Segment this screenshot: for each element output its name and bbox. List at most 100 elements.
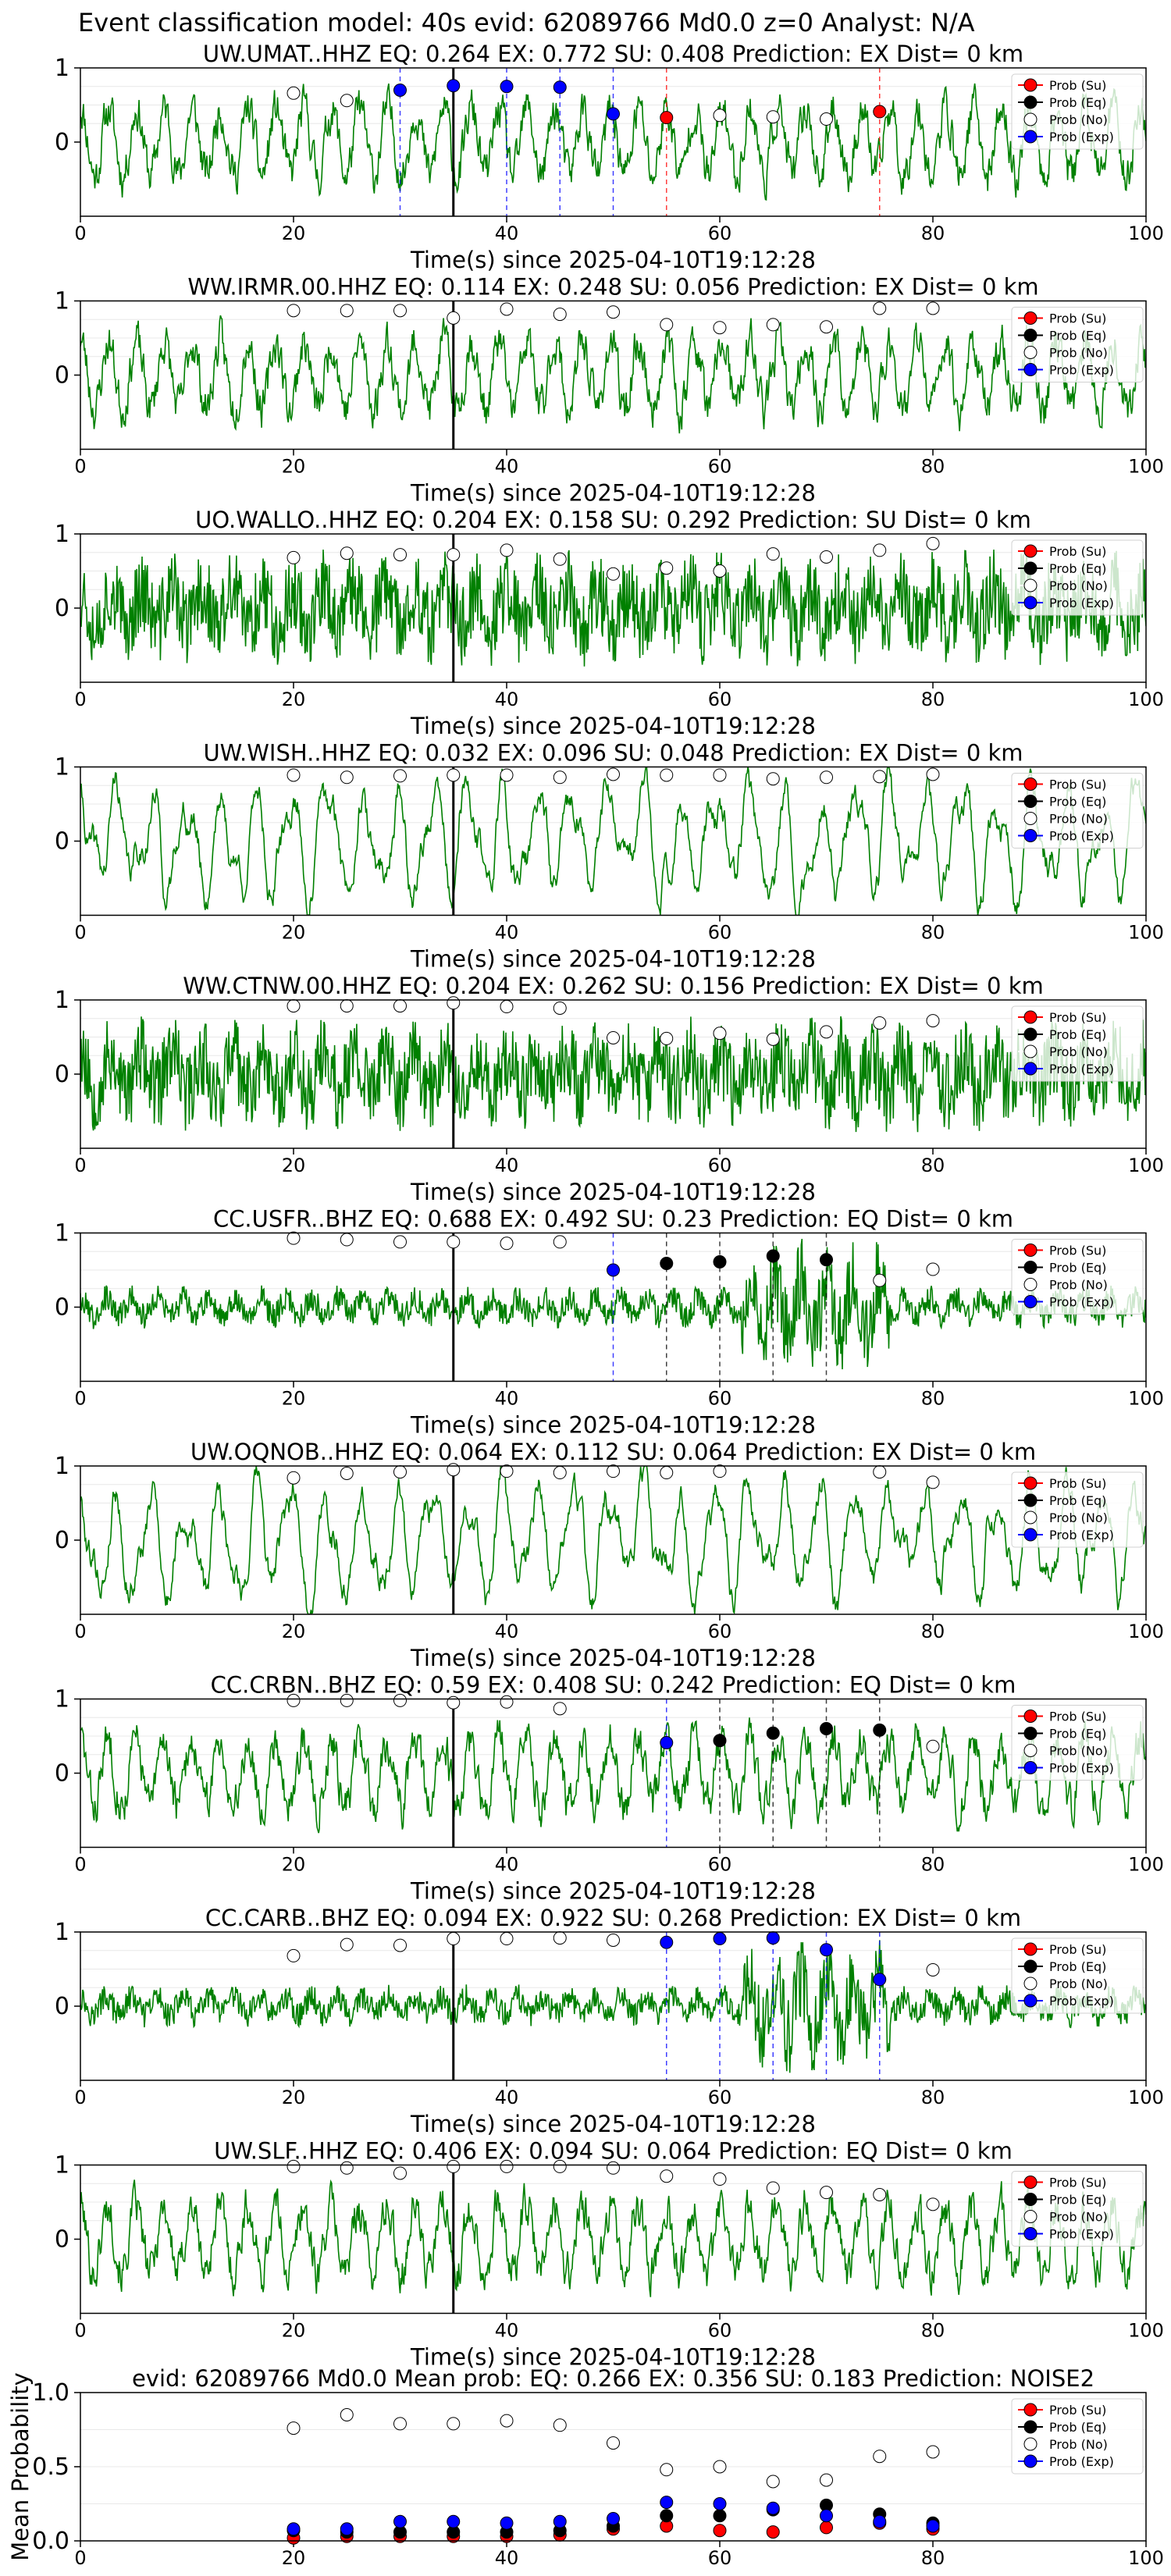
- x-tick-label: 100: [1128, 922, 1164, 944]
- prob-point-no: [500, 768, 514, 782]
- legend-marker-exp: [1023, 2227, 1038, 2240]
- x-axis-label: Time(s) since 2025-04-10T19:12:28: [410, 1412, 816, 1439]
- legend: Prob (Su) Prob (Eq) Prob (No) Prob (Exp): [1011, 2398, 1144, 2475]
- x-tick-label: 40: [495, 2547, 519, 2569]
- legend-label-no: Prob (No): [1049, 112, 1108, 127]
- prob-point-no: [873, 1016, 887, 1030]
- y-tick-label: 1: [55, 987, 69, 1014]
- prob-point-no: [553, 1235, 567, 1249]
- prob-point-no: [713, 1026, 727, 1041]
- legend-marker-no: [1023, 1744, 1038, 1757]
- legend-label-eq: Prob (Eq): [1049, 1727, 1106, 1742]
- prob-point-exp: [873, 1973, 887, 1987]
- x-tick-label: 80: [921, 922, 945, 944]
- mean-point-exp: [607, 2512, 620, 2525]
- prob-point-no: [287, 2159, 301, 2173]
- prob-point-eq: [820, 1722, 833, 1735]
- legend-label-su: Prob (Su): [1049, 777, 1106, 792]
- y-tick-label: 1: [55, 1686, 69, 1713]
- legend-label-su: Prob (Su): [1049, 1010, 1106, 1025]
- x-tick-label: 60: [708, 922, 732, 944]
- x-tick-label: 80: [921, 688, 945, 710]
- prob-point-no: [287, 1231, 301, 1245]
- legend-label-no: Prob (No): [1049, 812, 1108, 827]
- mean-point-eq: [660, 2509, 674, 2523]
- x-tick-label: 100: [1128, 688, 1164, 710]
- station-panel: UW.SLF..HHZ EQ: 0.406 EX: 0.094 SU: 0.06…: [55, 2138, 1164, 2371]
- prob-point-no: [340, 94, 354, 108]
- prob-point-eq: [713, 1734, 727, 1748]
- legend-label-no: Prob (No): [1049, 578, 1108, 593]
- legend-marker-eq: [1023, 1027, 1038, 1041]
- prob-point-no: [287, 304, 301, 318]
- x-tick-label: 40: [495, 1621, 519, 1642]
- legend-marker-no: [1023, 1976, 1038, 1991]
- legend-marker-su: [1023, 777, 1038, 791]
- legend-label-su: Prob (Su): [1049, 544, 1106, 559]
- prob-point-no: [660, 2169, 674, 2183]
- waveform-trace: [80, 1016, 1146, 1133]
- x-tick-label: 40: [495, 1155, 519, 1176]
- legend: Prob (Su) Prob (Eq) Prob (No) Prob (Exp): [1011, 2171, 1144, 2247]
- prob-point-no: [820, 770, 833, 785]
- x-tick-label: 80: [921, 1621, 945, 1642]
- legend-marker-su: [1023, 544, 1038, 558]
- x-tick-label: 100: [1128, 2087, 1164, 2108]
- legend-label-su: Prob (Su): [1049, 78, 1106, 93]
- x-tick-label: 60: [708, 2087, 732, 2108]
- prob-point-no: [660, 1466, 674, 1480]
- waveform-trace: [80, 1717, 1146, 1834]
- prob-point-su: [873, 105, 887, 119]
- x-tick-label: 0: [74, 1854, 86, 1876]
- prob-point-no: [287, 1471, 301, 1485]
- y-tick-label: 0: [55, 1294, 69, 1322]
- legend-label-exp: Prob (Exp): [1049, 1994, 1114, 2008]
- panel-title: UW.SLF..HHZ EQ: 0.406 EX: 0.094 SU: 0.06…: [214, 2138, 1013, 2165]
- panel-title: UO.WALLO..HHZ EQ: 0.204 EX: 0.158 SU: 0.…: [195, 507, 1031, 533]
- y-tick-label: 1: [55, 288, 69, 315]
- x-tick-label: 100: [1128, 1388, 1164, 1410]
- legend-label-eq: Prob (Eq): [1049, 1959, 1106, 1974]
- prob-point-no: [393, 769, 407, 783]
- legend-label-no: Prob (No): [1049, 1510, 1108, 1525]
- legend-marker-no: [1023, 346, 1038, 359]
- mean-point-no: [340, 2408, 354, 2421]
- panel-title: WW.IRMR.00.HHZ EQ: 0.114 EX: 0.248 SU: 0…: [187, 274, 1038, 301]
- plot-frame: [80, 67, 1147, 217]
- legend-marker-exp: [1023, 1062, 1038, 1076]
- legend-label-no: Prob (No): [1049, 2437, 1108, 2452]
- mean-point-no: [287, 2421, 301, 2435]
- y-tick-label: 1.0: [32, 2379, 69, 2407]
- x-axis-label: Time(s) since 2025-04-10T19:12:28: [410, 946, 816, 973]
- prob-point-exp: [660, 1935, 674, 1949]
- legend-marker-no: [1023, 2210, 1038, 2223]
- prob-point-eq: [766, 1726, 780, 1740]
- x-tick-label: 60: [708, 2320, 732, 2342]
- mean-point-exp: [500, 2516, 514, 2530]
- x-tick-label: 20: [282, 922, 306, 944]
- waveform-trace: [80, 1466, 1146, 1614]
- legend-label-su: Prob (Su): [1049, 2403, 1106, 2418]
- prob-point-no: [820, 320, 833, 334]
- y-tick-label: 1: [55, 1453, 69, 1480]
- waveform-trace: [80, 315, 1146, 434]
- legend: Prob (Su) Prob (Eq) Prob (No) Prob (Exp): [1011, 1937, 1144, 2014]
- prob-point-no: [447, 311, 461, 325]
- x-tick-label: 60: [708, 2547, 732, 2569]
- prob-point-no: [500, 1000, 514, 1014]
- prob-point-no: [766, 318, 780, 332]
- x-tick-label: 0: [74, 1155, 86, 1176]
- legend-label-no: Prob (No): [1049, 1744, 1108, 1759]
- prob-point-exp: [820, 1943, 833, 1957]
- legend-marker-eq: [1023, 1727, 1038, 1740]
- mean-probability-panel: evid: 62089766 Md0.0 Mean prob: EQ: 0.26…: [7, 2365, 1164, 2569]
- prob-point-no: [607, 305, 620, 319]
- plot-frame: [80, 1931, 1147, 2081]
- prob-point-eq: [820, 1253, 833, 1267]
- legend-marker-exp: [1023, 363, 1038, 376]
- prob-point-no: [393, 1465, 407, 1479]
- station-panel: UW.UMAT..HHZ EQ: 0.264 EX: 0.772 SU: 0.4…: [55, 41, 1164, 273]
- prob-point-no: [287, 1948, 301, 1962]
- waveform-area: [80, 1016, 1146, 1133]
- x-axis-label: Time(s) since 2025-04-10T19:12:28: [410, 2344, 816, 2371]
